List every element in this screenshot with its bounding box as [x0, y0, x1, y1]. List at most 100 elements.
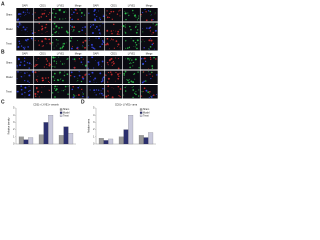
signal: [152, 23, 154, 25]
signal: [135, 31, 138, 34]
y-tick-label: 4: [93, 114, 95, 117]
signal: [48, 13, 50, 15]
row-label: Model: [6, 28, 13, 31]
signal: [37, 57, 39, 59]
signal: [46, 60, 49, 62]
signal: [92, 47, 95, 49]
bar: [18, 136, 24, 145]
signal: [105, 14, 107, 16]
signal: [89, 61, 91, 63]
signal: [78, 71, 80, 73]
bar: [48, 115, 54, 145]
signal: [133, 46, 135, 47]
signal: [21, 30, 23, 31]
signal: [137, 24, 139, 26]
signal: [74, 95, 76, 97]
signal: [137, 17, 139, 19]
signal: [112, 10, 115, 13]
signal: [82, 46, 84, 48]
signal: [99, 18, 102, 21]
signal: [77, 49, 79, 50]
signal: [54, 16, 56, 18]
micrograph: [105, 85, 123, 99]
signal: [127, 12, 129, 14]
signal: [144, 80, 147, 82]
signal: [41, 9, 43, 11]
signal: [80, 80, 83, 83]
signal: [93, 79, 95, 81]
signal: [106, 29, 109, 32]
signal: [143, 80, 145, 83]
signal: [73, 29, 75, 31]
signal: [34, 95, 37, 97]
signal: [89, 27, 91, 29]
signal: [115, 71, 117, 74]
bar: [28, 137, 34, 145]
signal: [124, 90, 127, 92]
signal: [19, 43, 21, 45]
signal: [28, 90, 30, 93]
bar: [108, 138, 114, 145]
signal: [45, 15, 48, 18]
y-axis-label: Relative density: [8, 117, 11, 135]
micrograph: [87, 22, 105, 36]
signal: [95, 37, 97, 39]
signal: [156, 94, 157, 95]
signal: [28, 67, 30, 69]
signal: [61, 46, 64, 49]
signal: [93, 67, 95, 69]
signal: [149, 10, 151, 13]
y-tick-label: 3: [93, 121, 95, 124]
signal: [113, 47, 116, 49]
signal: [28, 82, 30, 84]
signal: [147, 10, 150, 12]
signal: [111, 62, 113, 64]
signal: [140, 58, 143, 60]
signal: [128, 81, 130, 84]
signal: [91, 72, 93, 74]
signal: [106, 10, 108, 12]
signal: [53, 72, 56, 75]
signal: [136, 19, 139, 21]
signal: [45, 63, 48, 66]
signal: [73, 11, 75, 14]
signal: [117, 85, 120, 88]
bar: [23, 139, 29, 145]
bar: [143, 137, 149, 145]
signal: [40, 91, 43, 93]
micrograph: [140, 22, 158, 36]
signal: [41, 27, 44, 30]
signal: [57, 91, 59, 93]
signal: [57, 43, 59, 45]
signal: [28, 94, 31, 96]
signal: [79, 9, 81, 11]
signal: [53, 8, 55, 10]
signal: [46, 67, 48, 68]
signal: [65, 10, 66, 12]
signal: [94, 28, 96, 30]
signal: [72, 86, 74, 88]
signal: [135, 27, 137, 29]
micrograph: [16, 37, 34, 51]
signal: [71, 88, 74, 91]
signal: [105, 96, 107, 98]
signal: [54, 96, 56, 98]
signal: [98, 32, 101, 34]
signal: [148, 48, 150, 50]
signal: [77, 46, 79, 49]
signal: [111, 64, 113, 66]
micrograph: [69, 70, 87, 84]
signal: [146, 27, 148, 29]
signal: [125, 24, 126, 26]
column-header: Merge: [75, 53, 82, 56]
signal: [100, 34, 101, 36]
micrograph: [51, 70, 69, 84]
signal: [20, 61, 22, 63]
signal: [49, 42, 52, 45]
signal: [125, 40, 127, 42]
signal: [58, 18, 61, 20]
signal: [155, 58, 157, 60]
signal: [142, 63, 144, 65]
bar: [128, 115, 134, 145]
signal: [82, 57, 83, 59]
